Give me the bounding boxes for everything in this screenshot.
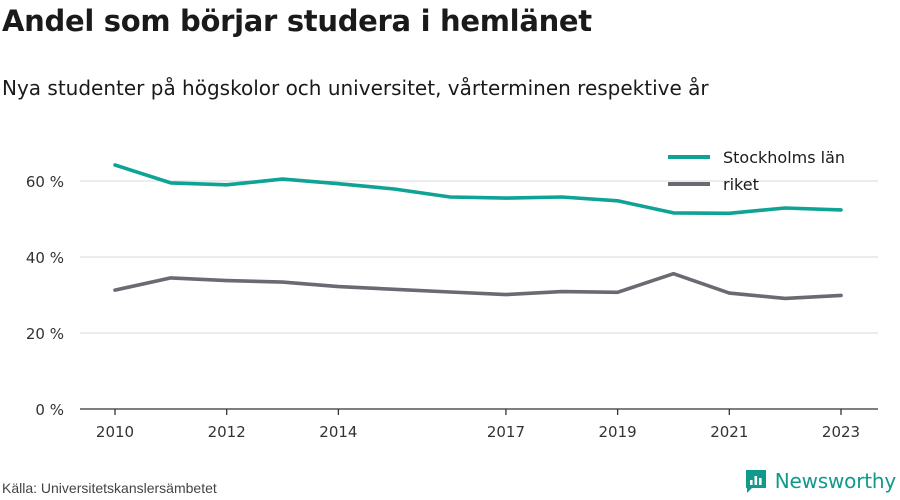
line-chart: 0 % 20 % 40 % 60 % 2010 2012 2014 2017 2019 2021… bbox=[26, 148, 878, 441]
y-axis-ticks: 0 % 20 % 40 % 60 % bbox=[26, 173, 64, 419]
grid-lines bbox=[80, 180, 878, 334]
x-tick-label: 2021 bbox=[710, 423, 748, 441]
x-tick-label: 2023 bbox=[822, 423, 860, 441]
series-line-riket bbox=[113, 271, 843, 301]
y-tick-label: 40 % bbox=[26, 249, 64, 267]
brand-logo: Newsworthy bbox=[744, 468, 896, 494]
legend-label: riket bbox=[723, 175, 759, 194]
brand-name: Newsworthy bbox=[774, 469, 896, 493]
series-lines bbox=[113, 163, 843, 301]
x-tick-label: 2012 bbox=[208, 423, 246, 441]
y-tick-label: 20 % bbox=[26, 325, 64, 343]
chart-subtitle: Nya studenter på högskolor och universit… bbox=[2, 76, 709, 100]
chart-title: Andel som börjar studera i hemlänet bbox=[2, 4, 592, 38]
legend-label: Stockholms län bbox=[723, 148, 845, 167]
source-note: Källa: Universitetskanslersämbetet bbox=[2, 480, 217, 496]
x-axis: 2010 2012 2014 2017 2019 2021 2023 bbox=[80, 408, 878, 441]
series-line-stockholms-lan bbox=[113, 163, 843, 216]
x-tick-label: 2014 bbox=[319, 423, 357, 441]
x-tick-label: 2017 bbox=[487, 423, 525, 441]
y-tick-label: 60 % bbox=[26, 173, 64, 191]
x-tick-label: 2019 bbox=[599, 423, 637, 441]
x-tick-label: 2010 bbox=[96, 423, 134, 441]
legend: Stockholms län riket bbox=[668, 148, 845, 194]
newsworthy-logo-icon bbox=[745, 470, 766, 493]
y-tick-label: 0 % bbox=[35, 401, 64, 419]
